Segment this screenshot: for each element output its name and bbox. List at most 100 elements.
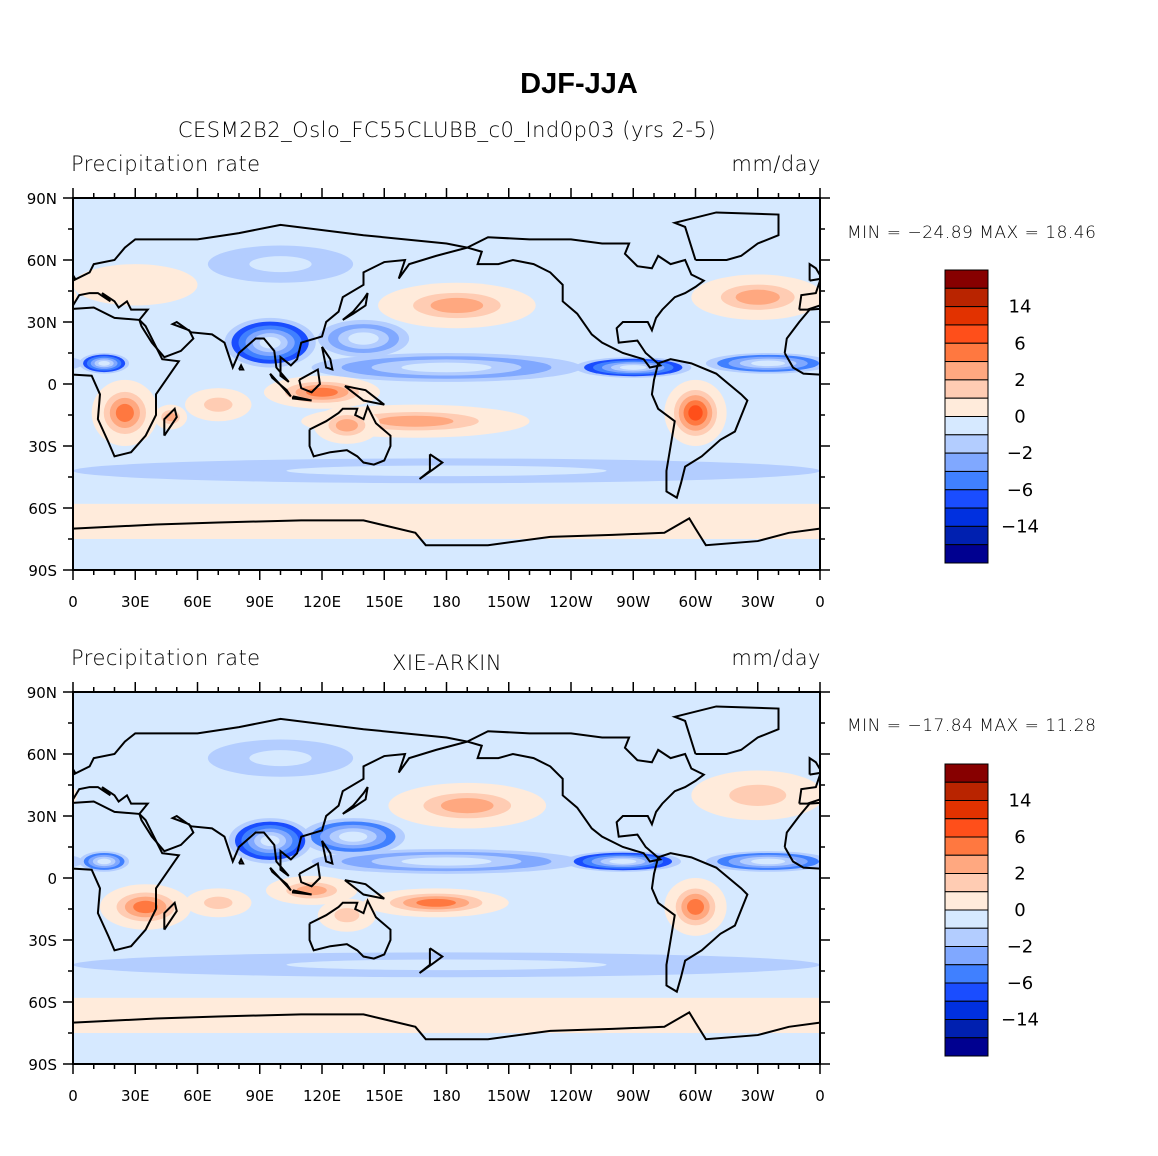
field-contour-10 [1068,411,1120,440]
colorbar-label: −2 [1007,937,1034,958]
field-contour-12 [863,404,881,422]
field-contour-8 [1137,894,1158,912]
colorbar-bin [944,269,989,289]
field-contour-15 [619,365,647,370]
field-contour-13 [901,405,934,430]
field-contour-7 [1023,879,1094,902]
field-contour-12 [845,386,899,440]
field-contour-4 [1089,852,1158,871]
colorbar-label: 6 [1014,333,1025,354]
x-tick-label: 150W [487,1087,531,1105]
colorbar-label: 14 [1009,791,1032,812]
field-contour-8 [1053,388,1085,397]
field-contour-11 [880,901,905,913]
figure-title: DJF-JJA [520,68,638,100]
coastline [238,857,245,865]
field-contour-2 [440,798,494,814]
coastline [466,730,706,863]
coastline [73,717,468,877]
x-tick-label: 150W [487,593,531,611]
field-contour-0 [1033,465,1158,476]
coastline [73,223,468,383]
coastline [73,800,181,952]
colorbar-bin [944,873,989,893]
field-contour-16 [0,355,72,372]
field-band [73,503,820,539]
colorbar-label: 6 [1014,827,1025,848]
coastline [1092,386,1131,405]
coastline [1069,841,1079,864]
colorbar-bin [944,470,989,491]
field-contour-9 [1048,405,1158,438]
field-contour-7 [1043,886,1073,896]
colorbar-bin [944,800,989,820]
field-contour-12 [857,398,887,428]
coastline [819,527,820,529]
y-tick-label: 30N [27,808,57,826]
coastline [73,1010,820,1041]
panel-2-left-string: Precipitation rate [71,646,261,670]
coastline [1046,864,1067,887]
map-panel-1: 0 30E 60E 90E 120E 150E 180 150W 120W 90W 60W 30W 09… [0,188,1158,611]
field-contour-8 [1124,891,1158,915]
field-contour-9 [1065,899,1123,932]
field-contour-17 [838,358,865,369]
field-contour-3 [729,784,787,806]
y-tick-label: 60N [27,252,57,270]
field-contour-15 [831,853,872,870]
field-contour-0 [0,952,73,977]
colorbar-bin [944,507,989,527]
x-tick-label: 90E [245,593,274,611]
field-contour-4 [1119,855,1158,869]
colorbar-bin [944,361,989,381]
field-contour-6 [1065,320,1156,357]
colorbar-label: 14 [1009,297,1032,318]
colorbar-bin [944,891,989,911]
field-contour-16 [73,357,84,370]
x-tick-label: 120W [549,1087,593,1105]
y-tick-label: 0 [47,376,57,394]
colorbar-bin [944,287,989,308]
coastline [291,889,312,896]
colorbar-label: 2 [1014,370,1025,391]
colorbar-bin [944,397,989,417]
field-contour-6 [1075,324,1146,353]
x-tick-label: 150E [365,1087,403,1105]
panel-1-minmax: MIN = −24.89 MAX = 18.46 [847,223,1097,243]
field-contour-5 [1089,356,1158,379]
field-contour-12 [851,392,893,434]
field-contour-1 [996,750,1058,766]
colorbar-bin [944,763,989,783]
colorbar-bin [944,489,989,509]
field-contour-9 [377,415,454,427]
coastline [418,947,445,974]
field-contour-15 [844,859,858,865]
colorbar-bin [944,434,989,454]
field-contour-6 [1095,332,1125,344]
coastline [650,358,749,500]
x-tick-label: 120E [303,1087,341,1105]
field-contour-0 [286,465,607,477]
coastline [1069,347,1079,370]
coastline [1057,407,1138,465]
coastline [163,900,178,931]
panel-1-left-string: Precipitation rate [71,152,261,176]
map-panel-2: 0 30E 60E 90E 120E 150E 180 150W 120W 90W 60W 30W 09… [0,682,1158,1105]
coastline [269,372,292,398]
coastline [321,346,334,372]
colorbar-bin [944,324,989,344]
field-contour-4 [1149,857,1158,865]
field-contour-6 [348,332,379,345]
field-contour-4 [735,289,780,305]
field-contour-8 [1032,382,1106,403]
coastline [1046,370,1067,393]
x-tick-label: 120E [303,593,341,611]
field-contour-3 [0,785,39,806]
colorbar-bin [944,818,989,838]
colorbar-label: −14 [1001,1010,1039,1031]
x-tick-label: 60W [679,593,713,611]
field-contour-17 [834,356,868,370]
y-tick-label: 30S [28,438,57,456]
colorbar-label: 2 [1014,864,1025,885]
colorbar-bin [944,379,989,399]
